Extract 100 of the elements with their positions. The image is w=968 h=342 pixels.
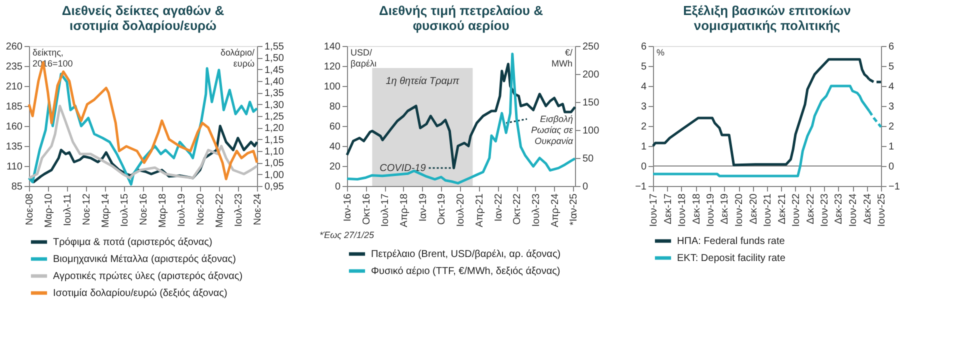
x-tick-label: Μαρ-22 — [214, 193, 226, 228]
y2-tick-label: 50 — [582, 154, 594, 164]
x-tick-label: Απρ-21 — [474, 193, 486, 228]
y2-tick-label: 150 — [582, 98, 600, 108]
y-tick-label: 5 — [640, 62, 647, 72]
y2-tick-label: 4 — [888, 82, 894, 92]
x-tick-label: Νοε-08 — [24, 193, 36, 226]
x-tick-label: Ιουν-25 — [876, 193, 888, 227]
y2-tick-label: 0 — [888, 162, 894, 172]
x-tick-label: Ιαν-22 — [493, 193, 504, 222]
y2-tick-label: 1,35 — [264, 88, 284, 100]
x-tick-label: Νοε-20 — [196, 193, 206, 226]
x-tick-label: Νοε-12 — [82, 193, 92, 226]
y-tick-label: 160 — [6, 122, 23, 132]
y-tick-label: 4 — [640, 82, 647, 92]
x-tick-label: Απρ-18 — [398, 193, 410, 228]
x-tick-label: Δεκ-24 — [862, 193, 874, 224]
x-tick-label: Ιουλ-11 — [62, 193, 74, 226]
text: *Έως 27/1/25 — [320, 230, 376, 240]
x-tick-label: Δεκ-18 — [691, 193, 702, 224]
y2-tick-label: 6 — [888, 42, 894, 52]
annotation: COVID-19 — [380, 163, 426, 174]
y2-tick-label: 3 — [888, 102, 894, 112]
y-tick-label: 110 — [6, 162, 23, 172]
y-tick-label: 20 — [329, 162, 341, 172]
legend-label: Αγροτικές πρώτες ύλες (αριστερός άξονας) — [53, 271, 243, 282]
x-tick-label: Μαρ-18 — [157, 193, 168, 228]
x-tick-label: Ιουν-24 — [848, 193, 860, 227]
y-tick-label: 260 — [6, 42, 23, 52]
y2-axis-title: δολάριο/ ευρώ — [220, 48, 255, 68]
x-tick-label: Ιουν-23 — [819, 193, 830, 227]
y2-axis-title: €/ MWh — [552, 48, 573, 68]
y2-tick-label: 100 — [582, 126, 600, 136]
x-tick-label: Μαρ-10 — [43, 193, 54, 228]
y-tick-label: −1 — [635, 182, 647, 192]
annotation: Εισβολή Ρωσίας σε Ουκρανία — [531, 114, 574, 146]
y2-tick-label: 1 — [888, 142, 894, 152]
x-tick-label: Ιουν-18 — [676, 193, 688, 227]
y-tick-label: 1 — [640, 142, 647, 152]
x-tick-label: Ιουλ-23 — [530, 193, 542, 227]
y-tick-label: 140 — [324, 42, 341, 52]
x-tick-label: Ιουν-17 — [648, 193, 660, 227]
legend-label: Φυσικό αέριο (TTF, €/MWh, δεξιός άξονας) — [371, 266, 560, 277]
legend-label: Τρόφιμα & ποτά (αριστερός άξονας) — [53, 237, 212, 248]
x-tick-label: Οκτ-22 — [512, 193, 524, 225]
y2-tick-label: 1,25 — [264, 112, 284, 122]
x-tick-label: Δεκ-17 — [662, 193, 674, 224]
y2-tick-label: 1,45 — [264, 64, 284, 76]
y2-tick-label: 1,15 — [264, 134, 284, 146]
y-tick-label: 135 — [6, 142, 23, 152]
x-tick-label: Ιουλ-23 — [233, 193, 244, 227]
x-tick-label: Ιουν-21 — [762, 193, 774, 227]
y-tick-label: 40 — [329, 142, 341, 152]
y2-tick-label: 1,40 — [264, 76, 284, 88]
y-axis-title: USD/ βαρέλι — [350, 48, 377, 68]
x-tick-label: Νοε-24 — [252, 193, 264, 226]
x-tick-label: Ιαν-16 — [342, 193, 354, 222]
y2-tick-label: 0 — [582, 182, 588, 192]
y-axis-title: % — [656, 48, 665, 58]
x-tick-label: *Ιαν-25 — [568, 193, 580, 226]
legend-label: ΕΚΤ: Deposit facility rate — [677, 253, 786, 264]
x-tick-label: Ιουν-20 — [734, 193, 746, 227]
y-tick-label: 100 — [324, 82, 341, 92]
x-tick-label: Νοε-16 — [138, 193, 150, 226]
x-tick-label: Μαρ-14 — [100, 193, 112, 228]
legend-label: Ισοτιμία δολαρίου/ευρώ (δεξιός άξονας) — [53, 288, 228, 299]
y2-tick-label: 1,10 — [264, 146, 284, 158]
y2-tick-label: 1,20 — [264, 123, 284, 134]
y2-tick-label: 250 — [582, 42, 600, 52]
y2-tick-label: 1,00 — [264, 170, 284, 181]
y2-tick-label: 1,50 — [264, 53, 284, 64]
y2-tick-label: 1,30 — [264, 100, 284, 111]
x-tick-label: Απρ-24 — [550, 193, 561, 228]
y-tick-label: 0 — [334, 182, 341, 192]
y2-tick-label: 0,95 — [264, 182, 284, 192]
x-tick-label: Οκτ-19 — [436, 193, 448, 225]
x-tick-label: Ιουλ-17 — [380, 193, 392, 227]
legend-label: Πετρέλαιο (Brent, USD/βαρέλι, αρ. άξονας) — [371, 249, 561, 260]
y2-tick-label: 200 — [582, 70, 600, 80]
legend-label: ΗΠΑ: Federal funds rate — [677, 236, 786, 247]
line-series — [28, 104, 258, 180]
legend-label: Βιομηχανικά Μέταλλα (αριστερός άξονας) — [53, 254, 236, 265]
y2-tick-label: 1,05 — [264, 158, 284, 170]
y-tick-label: 60 — [329, 122, 341, 132]
x-tick-label: Ιουν-22 — [790, 193, 802, 227]
band-label: 1η θητεία Τραμπ — [386, 76, 460, 87]
x-tick-label: Δεκ-19 — [720, 193, 731, 224]
y-tick-label: 2 — [640, 122, 647, 132]
y2-tick-label: −1 — [888, 182, 900, 192]
x-tick-label: Ιουλ-19 — [176, 193, 188, 227]
chart-title: Διεθνείς δείκτες αγαθών & ισοτιμία δολαρίου/ευρώ — [62, 3, 224, 33]
y-tick-label: 3 — [640, 102, 647, 112]
y2-tick-label: 1,55 — [264, 42, 284, 52]
x-tick-label: Ιουλ-20 — [456, 193, 467, 227]
x-tick-label: Δεκ-20 — [748, 193, 760, 224]
y2-tick-label: 2 — [888, 122, 894, 132]
x-tick-label: Οκτ-16 — [361, 193, 372, 225]
y-tick-label: 0 — [640, 162, 647, 172]
y-tick-label: 80 — [329, 102, 341, 112]
x-tick-label: Δεκ-22 — [805, 193, 816, 224]
